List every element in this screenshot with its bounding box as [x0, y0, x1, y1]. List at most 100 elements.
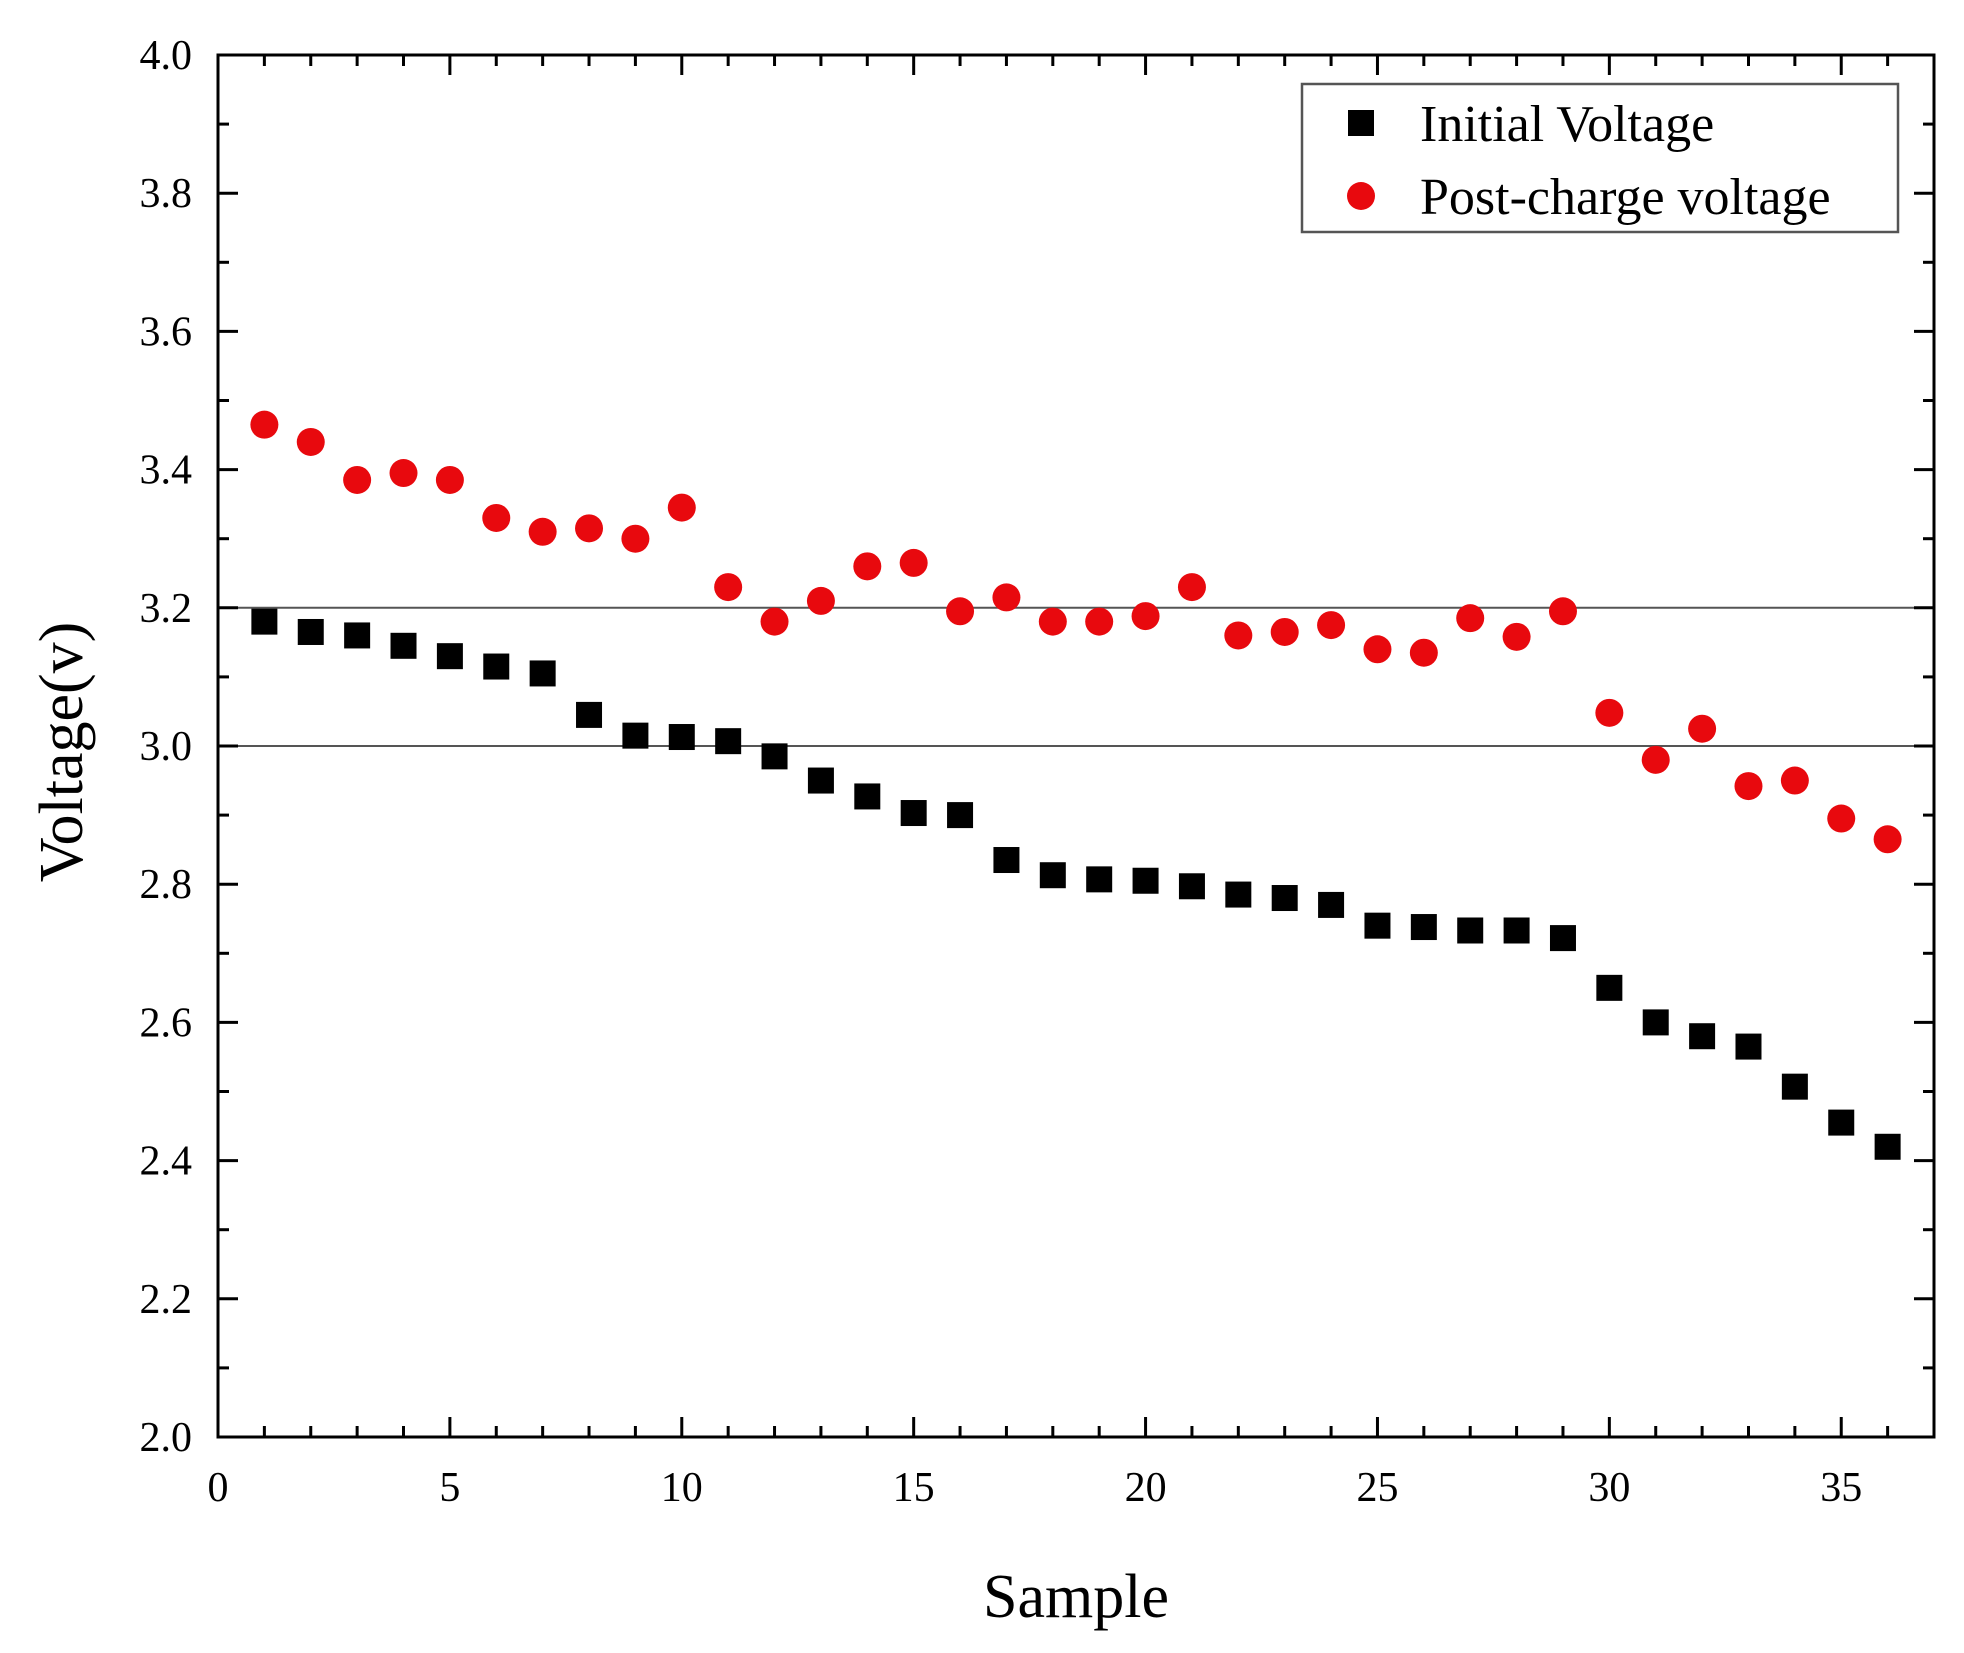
post-charge-voltage-point: [1873, 825, 1902, 854]
initial-voltage-point: [390, 632, 417, 659]
post-charge-voltage-point: [435, 465, 464, 494]
post-charge-voltage-point: [343, 465, 372, 494]
legend-label-post-charge-voltage: Post-charge voltage: [1420, 169, 1831, 226]
initial-voltage-point: [483, 653, 510, 680]
data-markers: [250, 410, 1902, 1160]
post-charge-voltage-point: [1456, 604, 1485, 633]
y-tick-label: 2.6: [140, 1000, 193, 1046]
legend-label-initial-voltage: Initial Voltage: [1420, 96, 1714, 153]
y-tick-label: 3.8: [140, 171, 193, 217]
y-tick-label: 3.0: [140, 724, 193, 770]
x-tick-labels: 0 5 10 15 20 25 30 35: [208, 1465, 1863, 1511]
post-charge-voltage-point: [296, 427, 325, 456]
post-charge-voltage-point: [714, 573, 743, 602]
plot-frame: [216, 53, 1936, 1439]
legend: Initial Voltage Post-charge voltage: [1300, 82, 1900, 234]
x-tick-label: 25: [1356, 1465, 1398, 1511]
post-charge-voltage-point: [1409, 638, 1438, 667]
initial-voltage-point: [1410, 914, 1437, 941]
y-tick-label: 2.8: [140, 862, 193, 908]
x-tick-label: 30: [1588, 1465, 1630, 1511]
x-axis-title: Sample: [983, 1563, 1169, 1631]
post-charge-voltage-point: [760, 607, 789, 636]
initial-voltage-point: [576, 701, 603, 728]
initial-voltage-point: [344, 622, 371, 649]
legend-marker-initial-voltage: [1348, 110, 1374, 136]
post-charge-voltage-point: [1317, 611, 1346, 640]
initial-voltage-point: [436, 643, 463, 670]
initial-voltage-point: [622, 722, 649, 749]
post-charge-voltage-point: [899, 548, 928, 577]
initial-voltage-point: [1457, 917, 1484, 944]
post-charge-voltage-point: [1038, 607, 1067, 636]
x-tick-label: 0: [208, 1465, 229, 1511]
legend-marker-post-charge-voltage: [1347, 182, 1375, 210]
post-charge-voltage-point: [389, 459, 418, 488]
y-tick-label: 2.2: [140, 1277, 193, 1323]
post-charge-voltage-point: [1641, 745, 1670, 774]
initial-voltage-point: [715, 728, 742, 755]
initial-voltage-point: [1039, 862, 1066, 889]
post-charge-voltage-point: [528, 517, 557, 546]
initial-voltage-point: [993, 847, 1020, 874]
initial-voltage-point: [251, 608, 278, 635]
reference-lines: [218, 606, 1934, 747]
initial-voltage-point: [297, 618, 324, 645]
initial-voltage-point: [1503, 917, 1530, 944]
post-charge-voltage-point: [1780, 766, 1809, 795]
x-tick-label: 35: [1820, 1465, 1862, 1511]
initial-voltage-point: [1642, 1009, 1669, 1036]
initial-voltage-point: [1364, 912, 1391, 939]
y-tick-label: 4.0: [140, 33, 193, 79]
initial-voltage-point: [1874, 1133, 1901, 1160]
initial-voltage-point: [1132, 867, 1159, 894]
initial-voltage-point: [947, 802, 974, 829]
post-charge-voltage-point: [1595, 698, 1624, 727]
initial-voltage-point: [900, 800, 927, 827]
post-charge-voltage-point: [946, 597, 975, 626]
initial-voltage-point: [1828, 1109, 1855, 1136]
post-charge-voltage-point: [575, 514, 604, 543]
initial-voltage-point: [761, 743, 788, 770]
post-charge-voltage-point: [1502, 622, 1531, 651]
post-charge-voltage-point: [1548, 597, 1577, 626]
initial-voltage-point: [1271, 885, 1298, 912]
post-charge-voltage-point: [806, 586, 835, 615]
y-tick-label: 3.2: [140, 586, 193, 632]
initial-voltage-point: [807, 767, 834, 794]
post-charge-voltage-point: [1363, 635, 1392, 664]
initial-voltage-point: [1735, 1033, 1762, 1060]
y-tick-label: 3.4: [140, 448, 193, 494]
y-tick-label: 3.6: [140, 309, 193, 355]
initial-voltage-point: [1549, 925, 1576, 952]
post-charge-voltage-point: [250, 410, 279, 439]
post-charge-voltage-point: [1734, 772, 1763, 801]
initial-voltage-point: [668, 724, 695, 751]
legend-box: [1300, 82, 1900, 234]
x-tick-label: 20: [1125, 1465, 1167, 1511]
y-tick-labels: 2.0 2.2 2.4 2.6 2.8 3.0 3.2 3.4 3.6 3.8 4.0: [140, 33, 193, 1461]
post-charge-voltage-point: [1827, 804, 1856, 833]
y-tick-label: 2.0: [140, 1415, 193, 1461]
post-charge-voltage-point: [853, 552, 882, 581]
initial-voltage-point: [1225, 881, 1252, 908]
post-charge-voltage-point: [1688, 714, 1717, 743]
initial-voltage-point: [1596, 974, 1623, 1001]
initial-voltage-point: [1178, 873, 1205, 900]
post-charge-voltage-point: [1085, 607, 1114, 636]
post-charge-voltage-point: [1270, 617, 1299, 646]
initial-voltage-point: [529, 660, 556, 687]
initial-voltage-point: [1086, 866, 1113, 893]
y-axis-title: Voltage(v): [28, 622, 96, 883]
post-charge-voltage-point: [667, 493, 696, 522]
x-tick-label: 15: [893, 1465, 935, 1511]
initial-voltage-point: [854, 783, 881, 810]
post-charge-voltage-point: [1177, 573, 1206, 602]
post-charge-voltage-point: [992, 583, 1021, 612]
post-charge-voltage-point: [482, 503, 511, 532]
initial-voltage-point: [1781, 1073, 1808, 1100]
post-charge-voltage-point: [1131, 602, 1160, 631]
initial-voltage-point: [1689, 1023, 1716, 1050]
